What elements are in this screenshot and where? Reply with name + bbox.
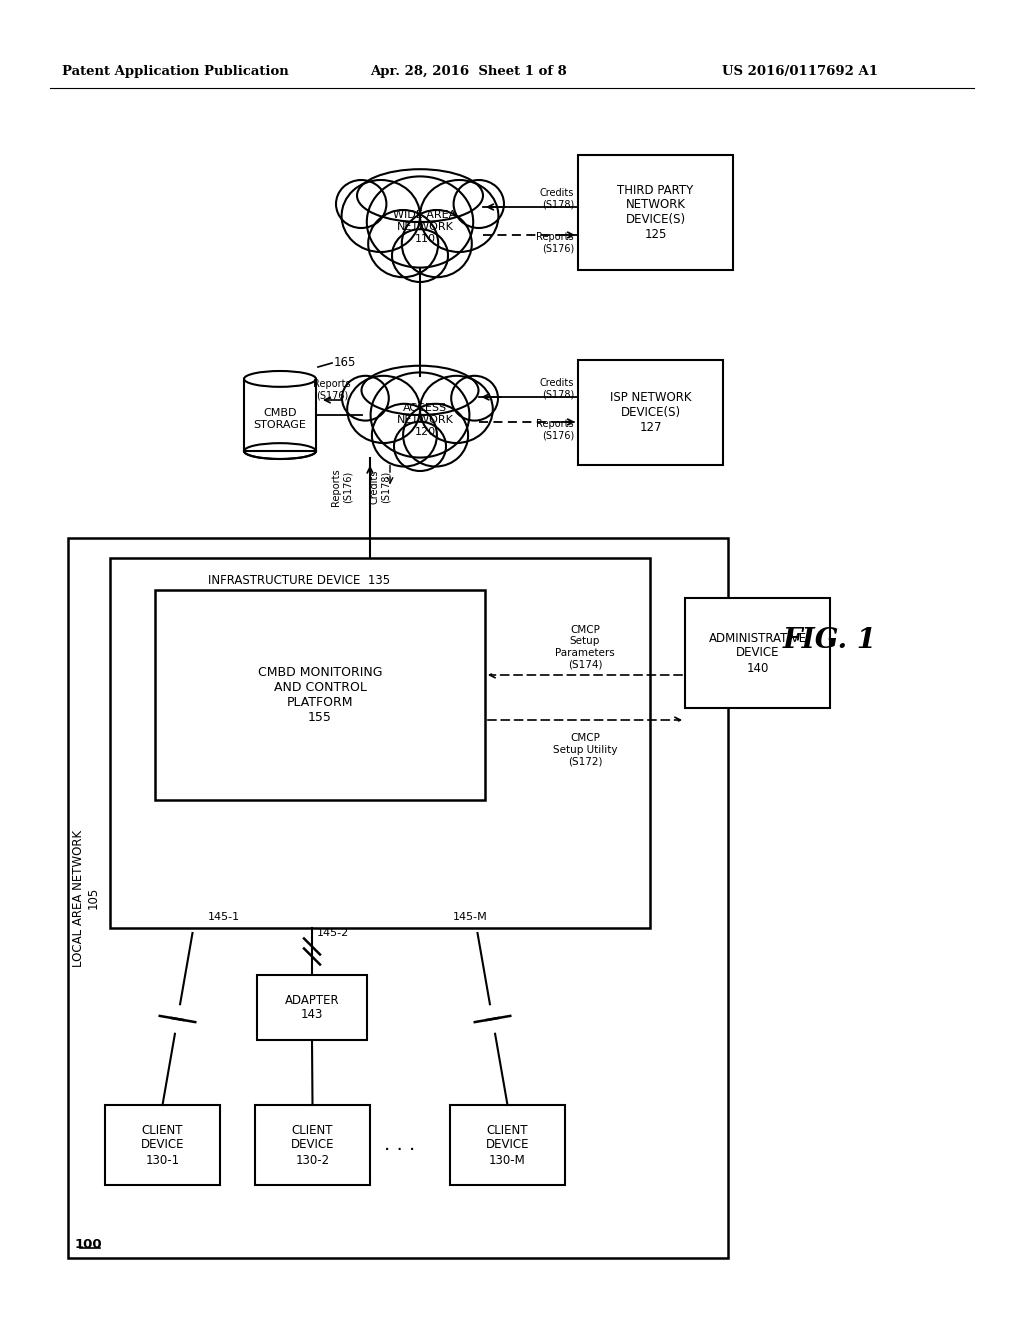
Ellipse shape — [420, 376, 493, 444]
Ellipse shape — [401, 210, 472, 277]
Text: ACCESS
NETWORK
120: ACCESS NETWORK 120 — [396, 404, 454, 437]
Text: US 2016/0117692 A1: US 2016/0117692 A1 — [722, 66, 878, 78]
Ellipse shape — [452, 376, 498, 421]
Bar — [255, 1105, 370, 1185]
Ellipse shape — [244, 371, 316, 387]
Text: CLIENT
DEVICE
130-2: CLIENT DEVICE 130-2 — [291, 1123, 334, 1167]
Text: 100: 100 — [74, 1238, 101, 1251]
Text: Apr. 28, 2016  Sheet 1 of 8: Apr. 28, 2016 Sheet 1 of 8 — [370, 66, 566, 78]
Text: 145-1: 145-1 — [208, 912, 240, 921]
Text: Reports
(S176): Reports (S176) — [331, 469, 353, 506]
Ellipse shape — [394, 421, 446, 471]
Text: CLIENT
DEVICE
130-M: CLIENT DEVICE 130-M — [485, 1123, 529, 1167]
Text: ADMINISTRATIVE
DEVICE
140: ADMINISTRATIVE DEVICE 140 — [709, 631, 807, 675]
Text: Credits
(S178): Credits (S178) — [540, 189, 574, 210]
Text: . . .: . . . — [384, 1135, 416, 1155]
Ellipse shape — [367, 177, 473, 268]
Ellipse shape — [244, 444, 316, 459]
Text: 165: 165 — [334, 356, 356, 370]
Text: CMBD MONITORING
AND CONTROL
PLATFORM
155: CMBD MONITORING AND CONTROL PLATFORM 155 — [258, 667, 382, 723]
Ellipse shape — [371, 372, 469, 458]
Bar — [450, 1105, 565, 1185]
Text: LOCAL AREA NETWORK
105: LOCAL AREA NETWORK 105 — [72, 829, 100, 966]
Text: 145-M: 145-M — [453, 912, 487, 921]
Text: INFRASTRUCTURE DEVICE  135: INFRASTRUCTURE DEVICE 135 — [208, 573, 390, 586]
Text: Reports
(S176): Reports (S176) — [537, 232, 574, 253]
Text: ISP NETWORK
DEVICE(S)
127: ISP NETWORK DEVICE(S) 127 — [609, 391, 691, 434]
Bar — [244, 387, 316, 459]
Text: Credits
(S178): Credits (S178) — [370, 470, 391, 504]
Bar — [257, 975, 367, 1040]
Text: WIDE AREA
NETWORK
110: WIDE AREA NETWORK 110 — [393, 210, 457, 244]
Text: Reports
(S176): Reports (S176) — [537, 420, 574, 441]
Text: CMCP
Setup
Parameters
(S174): CMCP Setup Parameters (S174) — [555, 624, 614, 669]
Text: ADAPTER
143: ADAPTER 143 — [285, 994, 339, 1022]
Bar — [155, 590, 485, 800]
Text: Credits
(S178): Credits (S178) — [540, 379, 574, 400]
Ellipse shape — [361, 366, 478, 414]
Bar — [578, 154, 733, 271]
Text: CLIENT
DEVICE
130-1: CLIENT DEVICE 130-1 — [140, 1123, 184, 1167]
Ellipse shape — [342, 180, 420, 252]
Text: CMCP
Setup Utility
(S172): CMCP Setup Utility (S172) — [553, 734, 617, 767]
Ellipse shape — [369, 210, 438, 277]
Ellipse shape — [347, 376, 420, 444]
Bar — [68, 539, 728, 1258]
Ellipse shape — [372, 404, 437, 466]
Bar — [578, 360, 723, 465]
Ellipse shape — [403, 404, 468, 466]
Text: FIG. 1: FIG. 1 — [783, 627, 877, 653]
Ellipse shape — [420, 180, 499, 252]
Text: Reports
(S176): Reports (S176) — [313, 379, 351, 401]
Bar — [110, 558, 650, 928]
Ellipse shape — [336, 180, 386, 228]
Bar — [685, 598, 830, 708]
Ellipse shape — [342, 376, 389, 421]
Ellipse shape — [357, 169, 483, 222]
Text: Patent Application Publication: Patent Application Publication — [61, 66, 289, 78]
Text: CMBD
STORAGE: CMBD STORAGE — [254, 408, 306, 430]
Ellipse shape — [392, 230, 449, 282]
Text: 145-2: 145-2 — [317, 928, 349, 939]
Text: THIRD PARTY
NETWORK
DEVICE(S)
125: THIRD PARTY NETWORK DEVICE(S) 125 — [617, 183, 693, 242]
Bar — [105, 1105, 220, 1185]
Ellipse shape — [454, 180, 504, 228]
